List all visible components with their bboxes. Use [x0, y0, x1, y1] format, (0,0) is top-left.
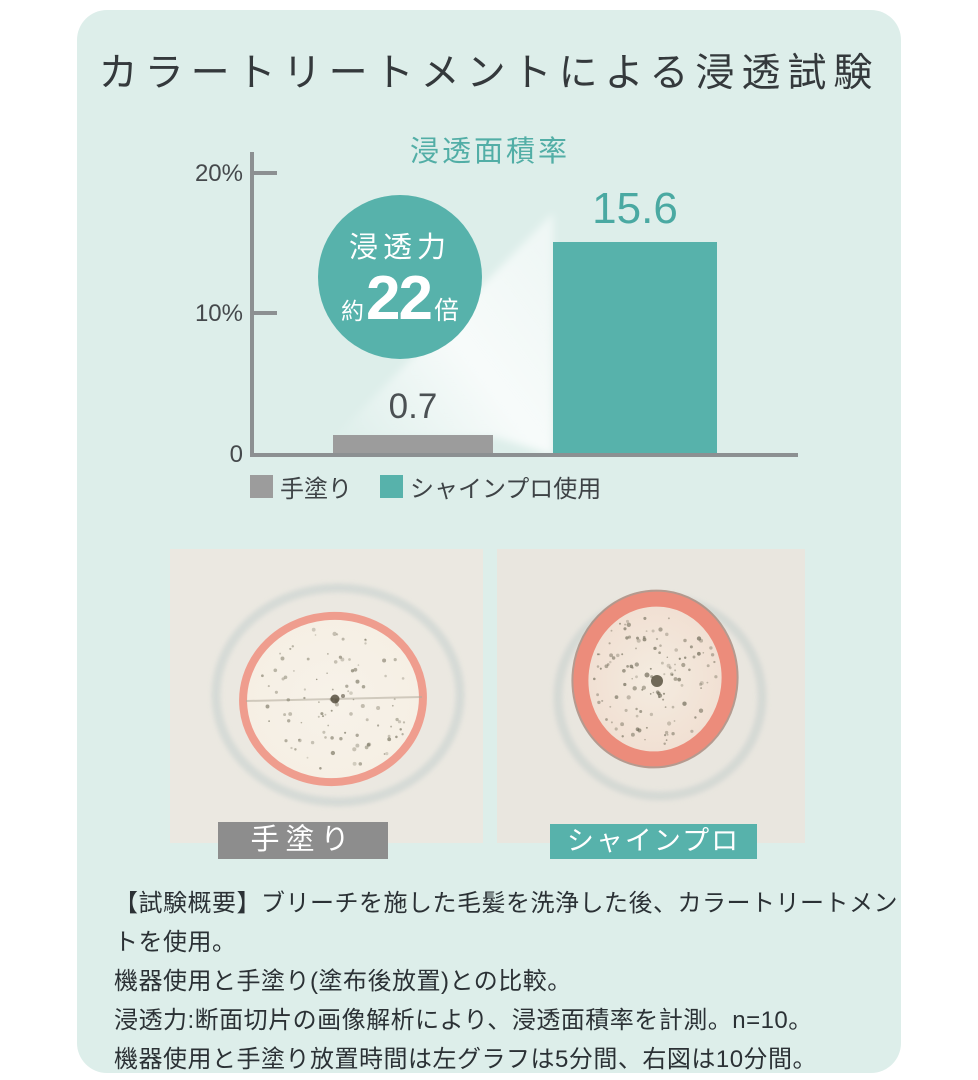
- badge-suffix: 倍: [433, 297, 459, 325]
- note-line-3: 浸透力:断面切片の画像解析により、浸透面積率を計測。n=10。: [114, 1007, 813, 1034]
- penetration-badge: 浸透力 約 22 倍: [318, 195, 482, 359]
- chart-legend: 手塗り シャインプロ使用: [250, 469, 601, 504]
- legend-swatch-hand: [250, 475, 273, 498]
- hair-cross-section-shinepro: [497, 549, 805, 843]
- y-tick-label-10: 10%: [194, 300, 243, 327]
- y-tick-label-0: 0: [229, 441, 243, 468]
- badge-prefix: 約: [341, 298, 364, 324]
- note-line-4: 機器使用と手塗り放置時間は左グラフは5分間、右図は10分間。: [114, 1046, 818, 1073]
- test-overview-notes: 【試験概要】ブリーチを施した毛髪を洗浄した後、カラートリートメントを使用。 機器…: [114, 884, 906, 1079]
- y-axis-line: [250, 152, 254, 457]
- note-line-1: 【試験概要】ブリーチを施した毛髪を洗浄した後、カラートリートメントを使用。: [114, 890, 898, 956]
- bar-shinepro: [553, 242, 717, 453]
- hair-cross-section-hand: [170, 549, 483, 843]
- bar-value-hand: 0.7: [388, 387, 438, 426]
- legend-swatch-shinepro: [380, 475, 403, 498]
- badge-line1: 浸透力: [348, 232, 451, 264]
- legend-item-shinepro: シャインプロ使用: [380, 469, 601, 504]
- x-axis-line: [250, 453, 798, 457]
- note-line-2: 機器使用と手塗り(塗布後放置)との比較。: [114, 968, 572, 995]
- legend-label-hand: 手塗り: [280, 476, 352, 503]
- y-tick-10: [254, 311, 277, 315]
- y-tick-label-20: 20%: [194, 160, 243, 187]
- page-title: カラートリートメントによる浸透試験: [98, 52, 880, 95]
- badge-number: 22: [366, 264, 433, 333]
- photo-label-hand: 手塗り: [218, 822, 388, 859]
- badge-line2: 約 22 倍: [341, 268, 459, 330]
- chart-title: 浸透面積率: [409, 136, 570, 168]
- legend-item-hand: 手塗り: [250, 469, 352, 504]
- legend-label-shinepro: シャインプロ使用: [410, 476, 602, 503]
- micrograph-hand-applied: [170, 549, 483, 843]
- mint-panel: [77, 10, 901, 1073]
- photo-label-shinepro: シャインプロ: [550, 824, 757, 859]
- bar-hand-applied: [333, 435, 493, 453]
- bar-value-shinepro: 15.6: [592, 184, 678, 234]
- micrograph-shinepro: [497, 549, 805, 843]
- y-tick-20: [254, 171, 277, 175]
